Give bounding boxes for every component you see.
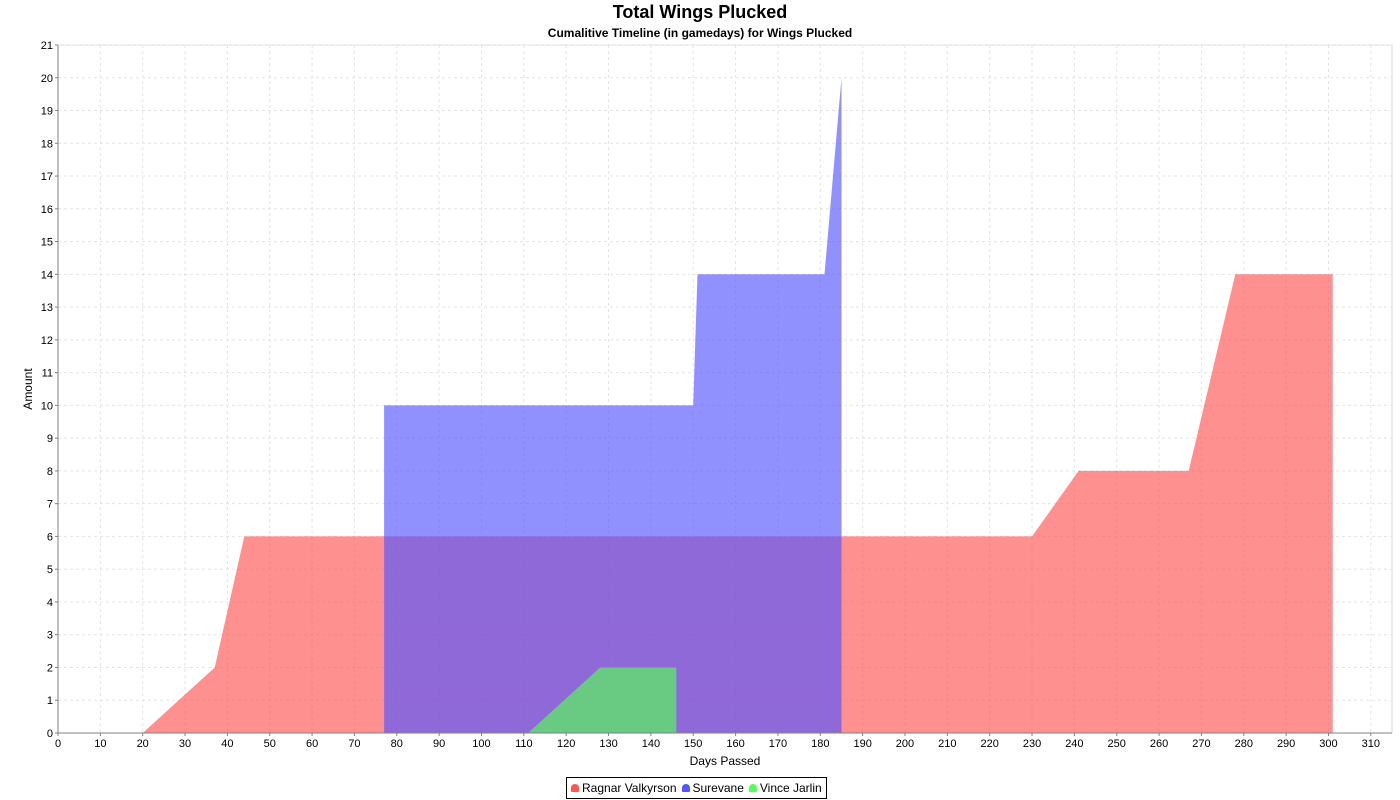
x-tick-label: 130 bbox=[599, 738, 617, 750]
x-tick-label: 240 bbox=[1065, 738, 1083, 750]
legend-label-ragnar-valkyrson: Ragnar Valkyrson bbox=[582, 781, 677, 795]
y-tick-label: 17 bbox=[41, 171, 53, 183]
x-tick-label: 70 bbox=[348, 738, 360, 750]
y-tick-label: 7 bbox=[47, 499, 53, 511]
x-tick-label: 90 bbox=[433, 738, 445, 750]
y-tick-label: 5 bbox=[47, 564, 53, 576]
y-tick-label: 18 bbox=[41, 138, 53, 150]
y-tick-label: 19 bbox=[41, 106, 53, 118]
y-tick-label: 15 bbox=[41, 237, 53, 249]
y-tick-label: 9 bbox=[47, 433, 53, 445]
x-tick-label: 150 bbox=[684, 738, 702, 750]
legend: Ragnar Valkyrson Surevane Vince Jarlin bbox=[566, 777, 827, 799]
x-tick-label: 140 bbox=[642, 738, 660, 750]
y-tick-label: 20 bbox=[41, 73, 53, 85]
x-tick-label: 80 bbox=[391, 738, 403, 750]
y-tick-label: 14 bbox=[41, 269, 53, 281]
x-tick-label: 160 bbox=[726, 738, 744, 750]
y-tick-label: 16 bbox=[41, 204, 53, 216]
x-tick-label: 230 bbox=[1023, 738, 1041, 750]
x-tick-label: 190 bbox=[853, 738, 871, 750]
y-tick-label: 1 bbox=[47, 695, 53, 707]
y-tick-label: 21 bbox=[41, 40, 53, 52]
x-tick-label: 120 bbox=[557, 738, 575, 750]
x-tick-label: 290 bbox=[1277, 738, 1295, 750]
x-axis-label: Days Passed bbox=[690, 754, 761, 768]
x-tick-label: 110 bbox=[515, 738, 533, 750]
x-tick-label: 200 bbox=[896, 738, 914, 750]
legend-swatch-surevane bbox=[681, 784, 690, 792]
y-axis-label: Amount bbox=[21, 368, 35, 410]
x-tick-label: 220 bbox=[981, 738, 999, 750]
y-tick-label: 13 bbox=[41, 302, 53, 314]
y-tick-label: 12 bbox=[41, 335, 53, 347]
x-tick-label: 270 bbox=[1192, 738, 1210, 750]
x-tick-label: 250 bbox=[1108, 738, 1126, 750]
x-tick-label: 210 bbox=[938, 738, 956, 750]
y-tick-label: 3 bbox=[47, 630, 53, 642]
axes: 0 10 20 30 40 50 60 70 80 90 100 110 120 130 140 150 160… bbox=[41, 40, 1392, 750]
x-tick-label: 280 bbox=[1235, 738, 1253, 750]
y-tick-label: 10 bbox=[41, 400, 53, 412]
x-tick-label: 300 bbox=[1319, 738, 1337, 750]
x-tick-label: 20 bbox=[137, 738, 149, 750]
legend-label-vince-jarlin: Vince Jarlin bbox=[759, 781, 822, 795]
x-tick-label: 260 bbox=[1150, 738, 1168, 750]
x-tick-label: 310 bbox=[1362, 738, 1380, 750]
series-areas bbox=[138, 77, 1333, 734]
legend-swatch-vince-jarlin bbox=[748, 784, 757, 792]
legend-item-ragnar-valkyrson: Ragnar Valkyrson bbox=[571, 781, 677, 795]
x-tick-label: 180 bbox=[811, 738, 829, 750]
legend-item-surevane: Surevane bbox=[681, 781, 744, 795]
y-tick-label: 8 bbox=[47, 466, 53, 478]
x-tick-label: 170 bbox=[769, 738, 787, 750]
x-tick-label: 100 bbox=[472, 738, 490, 750]
legend-item-vince-jarlin: Vince Jarlin bbox=[748, 781, 822, 795]
series-area-vince-jarlin bbox=[528, 667, 677, 733]
x-tick-label: 10 bbox=[94, 738, 106, 750]
y-tick-label: 0 bbox=[47, 728, 53, 740]
y-tick-label: 4 bbox=[47, 597, 53, 609]
x-tick-label: 30 bbox=[179, 738, 191, 750]
y-tick-label: 6 bbox=[47, 531, 53, 543]
x-tick-label: 50 bbox=[264, 738, 276, 750]
y-tick-label: 11 bbox=[42, 368, 53, 380]
chart-subtitle: Cumalitive Timeline (in gamedays) for Wi… bbox=[547, 26, 853, 40]
series-area-surevane bbox=[384, 77, 842, 734]
chart-title: Total Wings Plucked bbox=[612, 2, 788, 22]
x-tick-label: 40 bbox=[221, 738, 233, 750]
legend-swatch-ragnar-valkyrson bbox=[571, 784, 579, 792]
y-tick-label: 2 bbox=[47, 662, 53, 674]
x-tick-label: 60 bbox=[306, 738, 318, 750]
x-tick-label: 0 bbox=[55, 738, 61, 750]
legend-label-surevane: Surevane bbox=[692, 781, 744, 795]
